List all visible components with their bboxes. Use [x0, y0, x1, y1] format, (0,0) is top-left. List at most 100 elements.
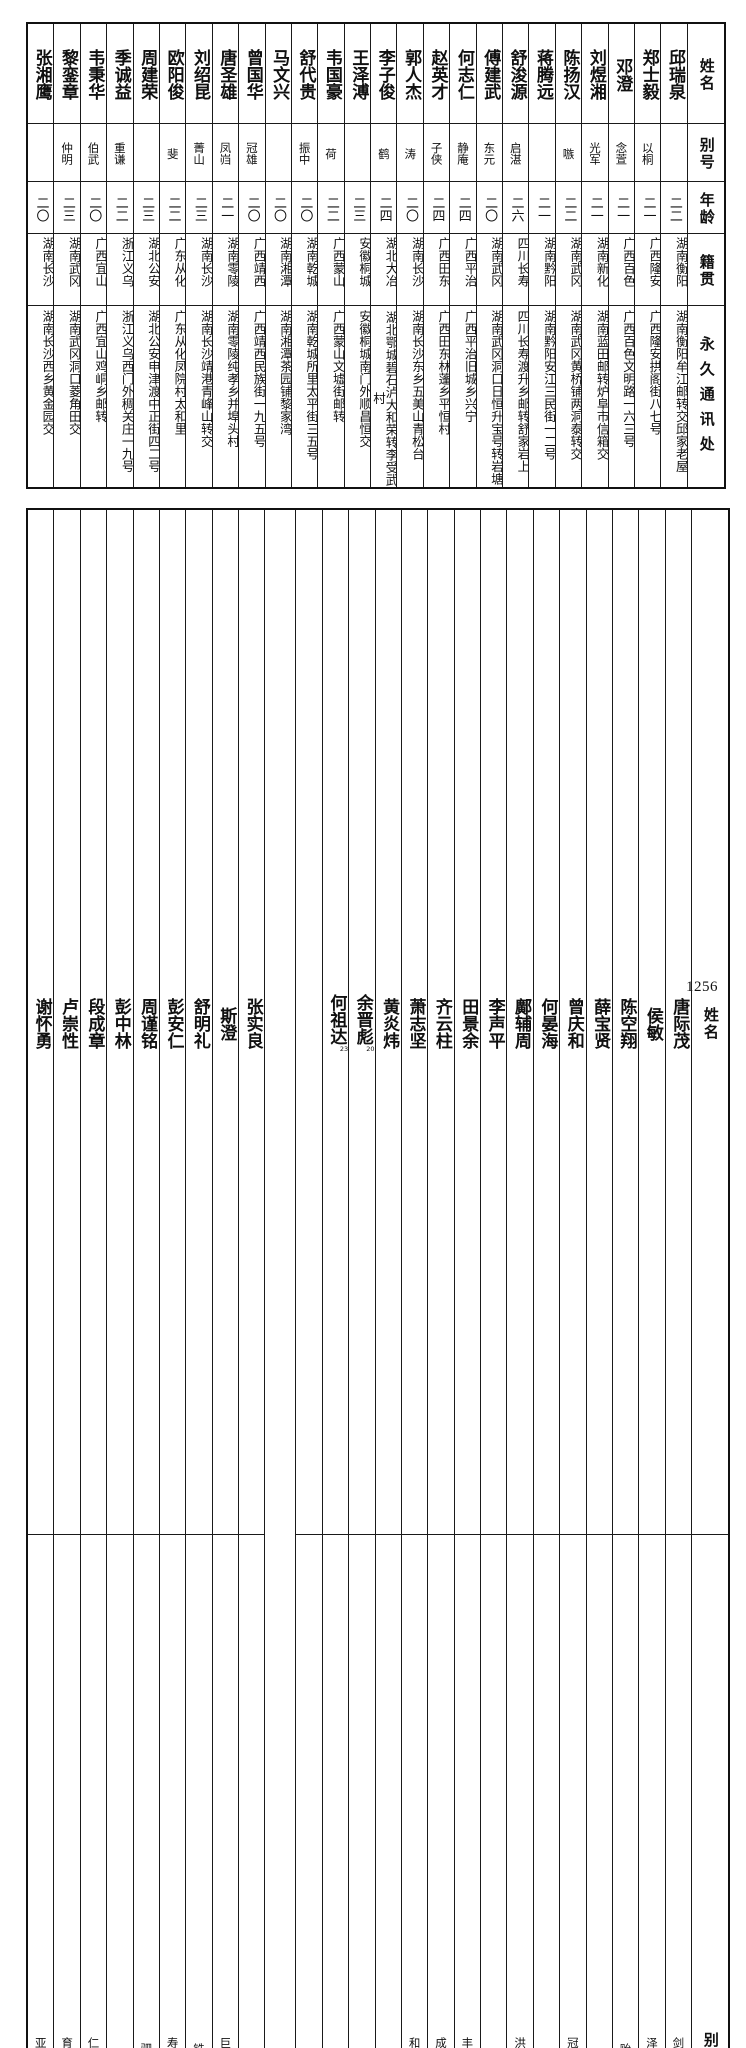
cell-name-text: 彭中林 — [107, 510, 132, 1534]
cell-name-text: 卢崇性 — [54, 510, 79, 1534]
cell-address-text: 湖南武冈洞口菱角田交 — [54, 306, 79, 488]
cell-alias-text — [239, 1535, 264, 2048]
cell-age-text: 二一 — [529, 182, 554, 233]
cell-alias-text — [587, 1535, 612, 2048]
cell-origin: 湖南黔阳 — [529, 233, 555, 305]
cell-age: 二一 — [634, 181, 660, 233]
cell-address-text: 浙江义乌西门外稠关庄一九号 — [107, 306, 132, 488]
cell-name-text: 唐际茂 — [666, 510, 691, 1534]
cell-name-text — [296, 510, 321, 1534]
cell-name: 卢崇性 — [54, 509, 80, 1535]
cell-origin: 湖南武冈 — [476, 233, 502, 305]
cell-alias-text: 光军 — [582, 124, 607, 181]
cell-name: 谢怀勇 — [27, 509, 54, 1535]
cell-origin: 四川长寿 — [503, 233, 529, 305]
name-annotation: 20 — [366, 1046, 374, 1053]
cell-name: 舒明礼 — [186, 509, 212, 1535]
cell-name-text: 齐云柱 — [428, 510, 453, 1534]
cell-alias: 成竹 — [428, 1535, 454, 2048]
cell-alias: 念萱 — [608, 123, 634, 181]
cell-address: 湖北公安申津渡中正街四二号 — [133, 305, 159, 488]
cell-age: 二〇 — [27, 181, 54, 233]
cell-origin-text: 湖南乾城 — [292, 234, 317, 305]
cell-alias: 亚夫 — [27, 1535, 54, 2048]
cell-origin: 湖南武冈 — [555, 233, 581, 305]
cell-age-text: 二一 — [609, 182, 634, 233]
cell-name-text: 张实良 — [239, 510, 264, 1534]
cell-origin: 湖南长沙 — [27, 233, 54, 305]
cell-name-text: 邓澄 — [609, 24, 634, 123]
cell-address: 广西靖西民族街一九五号 — [239, 305, 265, 488]
cell-age: 二三 — [186, 181, 212, 233]
cell-age: 二四 — [450, 181, 476, 233]
cell-alias: 洪规 — [507, 1535, 533, 2048]
cell-name — [296, 509, 322, 1535]
cell-address: 广西平治旧城乡兴宁 — [450, 305, 476, 488]
cell-origin: 湖南湘潭 — [265, 233, 291, 305]
row-header-name: 姓名 — [687, 23, 725, 123]
cell-name: 韦秉华 — [80, 23, 106, 123]
cell-alias — [533, 1535, 559, 2048]
cell-alias: 驷 — [133, 1535, 159, 2048]
cell-origin-text: 广东从化 — [160, 234, 185, 305]
cell-address-text: 湖南零陵纯孝乡并埠头村 — [213, 306, 238, 488]
row-header-text: 别号 — [688, 124, 724, 181]
cell-origin: 湖南零陵 — [212, 233, 238, 305]
cell-name: 周建荣 — [133, 23, 159, 123]
cell-alias — [586, 1535, 612, 2048]
cell-origin: 湖北大冶 — [371, 233, 397, 305]
cell-age-text: 二一 — [213, 182, 238, 233]
cell-alias — [481, 1535, 507, 2048]
cell-alias: 荷 — [318, 123, 344, 181]
cell-name: 李声平 — [481, 509, 507, 1535]
cell-alias-text: 贻 — [613, 1535, 638, 2048]
cell-name-text: 李子俊 — [371, 24, 396, 123]
cell-alias: 斐 — [159, 123, 185, 181]
cell-alias-text — [323, 1535, 348, 2048]
cell-alias — [661, 123, 687, 181]
cell-name-text: 谢怀勇 — [28, 510, 53, 1534]
cell-name: 段成章 — [80, 509, 106, 1535]
cell-name-text: 舒代贵 — [292, 24, 317, 123]
cell-origin: 广西隆安 — [634, 233, 660, 305]
cell-alias-text: 和福 — [402, 1535, 427, 2048]
cell-origin: 广西百色 — [608, 233, 634, 305]
cell-origin-text: 广西田东 — [424, 234, 449, 305]
cell-name: 曾庆和 — [560, 509, 586, 1535]
cell-age: 二〇 — [80, 181, 106, 233]
cell-name-text: 邱瑞泉 — [661, 24, 686, 123]
cell-origin: 湖南长沙 — [397, 233, 423, 305]
cell-alias: 凤岿 — [212, 123, 238, 181]
cell-alias: 冠诚 — [560, 1535, 586, 2048]
cell-address-text: 湖南湘潭茶园铺黎家湾 — [266, 306, 291, 488]
cell-name-text: 韦国豪 — [318, 24, 343, 123]
cell-address: 广西田东林蓬乡平恒村 — [423, 305, 449, 488]
cell-name: 赵英才 — [423, 23, 449, 123]
row-header-origin: 籍贯 — [687, 233, 725, 305]
cell-age: 二一 — [212, 181, 238, 233]
cell-address: 湖南长沙西乡黄金园交 — [27, 305, 54, 488]
cell-alias: 巨年 — [212, 1535, 238, 2048]
row-header-name: 姓名 — [692, 509, 730, 1535]
cell-alias-text — [266, 124, 291, 181]
cell-alias-text: 泽汉 — [639, 1535, 664, 2048]
cell-age: 二三 — [133, 181, 159, 233]
cell-name-text: 傅建武 — [477, 24, 502, 123]
cell-age: 二一 — [529, 181, 555, 233]
cell-origin: 广东从化 — [159, 233, 185, 305]
cell-alias-text — [534, 1535, 559, 2048]
cell-address-text: 湖北公安申津渡中正街四二号 — [134, 306, 159, 488]
cell-name-text: 舒浚源 — [503, 24, 528, 123]
cell-age-text: 二〇 — [266, 182, 291, 233]
cell-alias-text — [345, 124, 370, 181]
cell-address: 湖南衡阳牟江邮转交邱家老屋 — [661, 305, 687, 488]
cell-name: 韦国豪 — [318, 23, 344, 123]
cell-age-text: 二〇 — [477, 182, 502, 233]
cell-address-text: 安徽桐城南门外顺昌恒交 — [345, 306, 370, 488]
cell-name-text: 萧志坚 — [402, 510, 427, 1534]
cell-name: 傅建武 — [476, 23, 502, 123]
cell-alias: 鹤 — [371, 123, 397, 181]
cell-address: 广西蒙山文墟街邮转 — [318, 305, 344, 488]
cell-address-text: 广西平治旧城乡兴宁 — [450, 306, 475, 488]
name-annotation: 23 — [340, 1046, 348, 1053]
